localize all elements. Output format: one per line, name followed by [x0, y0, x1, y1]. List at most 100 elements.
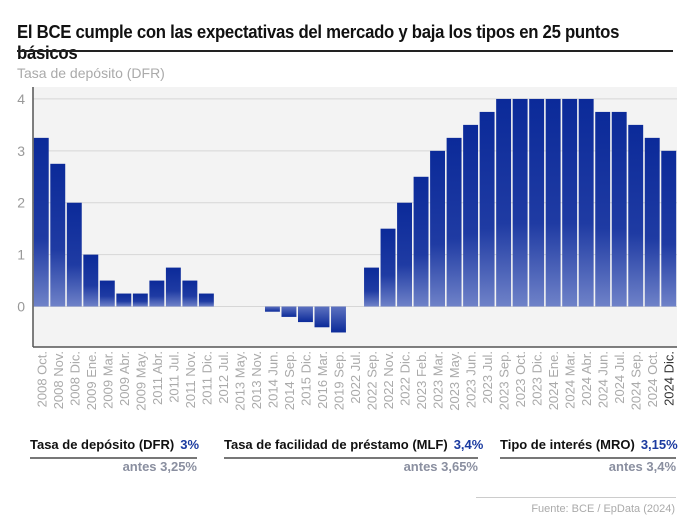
stat-label: Tasa de depósito (DFR) [30, 437, 175, 452]
y-axis-label: Tasa de depósito (DFR) [17, 65, 165, 81]
stat-before: antes 3,4% [608, 459, 676, 474]
x-tick-label: 2009 Ene. [84, 351, 99, 410]
x-tick-label: 2012 Jul. [216, 351, 231, 404]
stat-before: antes 3,65% [403, 459, 478, 474]
stat-mro: Tipo de interés (MRO) 3,15% [500, 437, 678, 452]
x-tick-label: 2009 Mar. [100, 351, 115, 409]
x-tick-label: 2024 Dic. [662, 351, 677, 406]
x-tick-label: 2024 Sep. [629, 351, 644, 410]
stat-mlf: Tasa de facilidad de préstamo (MLF) 3,4% [224, 437, 483, 452]
bar [578, 98, 594, 307]
x-tick-label: 2024 Jun. [596, 351, 611, 408]
stat-dfr: Tasa de depósito (DFR) 3% [30, 437, 199, 452]
bar [595, 111, 611, 307]
x-tick-label: 2016 Mar. [315, 351, 330, 409]
x-tick-label: 2011 Dic. [199, 351, 214, 405]
x-tick-label: 2022 Jul. [348, 351, 363, 404]
x-tick-label: 2022 Sep. [365, 351, 380, 410]
y-tick-label: 3 [17, 143, 25, 159]
stat-label: Tasa de facilidad de préstamo (MLF) [224, 437, 448, 452]
stat-divider [500, 457, 676, 459]
bar [116, 293, 132, 307]
stat-value: 3,4% [453, 437, 484, 452]
x-tick-label: 2024 Jul. [612, 351, 627, 404]
x-tick-label: 2014 Sep. [282, 351, 297, 410]
bar [298, 306, 313, 323]
x-tick-label: 2011 Abr. [150, 351, 165, 405]
bar [611, 111, 627, 307]
y-tick-label: 0 [17, 299, 25, 315]
source-divider [476, 497, 676, 498]
x-tick-label: 2008 Oct. [34, 351, 49, 407]
bar [149, 280, 165, 307]
stat-label: Tipo de interés (MRO) [500, 437, 635, 452]
bar [496, 98, 512, 307]
bar [83, 254, 99, 307]
bar [430, 150, 446, 307]
y-tick-label: 2 [17, 195, 25, 211]
stat-divider [30, 457, 197, 459]
bar [397, 202, 412, 307]
x-tick-label: 2022 Nov. [381, 351, 396, 409]
x-tick-label: 2008 Dic. [67, 351, 82, 406]
bar [529, 98, 545, 307]
bar [182, 280, 198, 307]
bar [66, 202, 82, 307]
bar [479, 111, 495, 307]
bar [264, 306, 280, 312]
x-tick-label: 2023 Sep. [497, 351, 512, 410]
bar [50, 163, 66, 307]
x-tick-label: 2013 Nov. [249, 351, 264, 409]
bar [446, 137, 462, 307]
x-tick-label: 2014 Jun. [265, 351, 280, 408]
bar [165, 267, 181, 307]
x-tick-label: 2023 Mar. [431, 351, 446, 409]
x-tick-label: 2009 May. [133, 351, 148, 411]
x-tick-label: 2015 Dic. [298, 351, 313, 406]
bar [380, 228, 396, 307]
bar [314, 306, 330, 328]
x-tick-label: 2023 Feb. [414, 351, 429, 410]
x-tick-label: 2023 Jun. [464, 351, 479, 408]
x-tick-label: 2023 Dic. [530, 351, 545, 406]
bar [661, 150, 677, 307]
x-tick-label: 2023 May. [447, 351, 462, 411]
y-tick-label: 1 [17, 247, 25, 263]
x-tick-label: 2011 Nov. [183, 351, 198, 408]
bar [644, 137, 660, 307]
x-tick-label: 2022 Dic. [398, 351, 413, 406]
x-tick-label: 2023 Oct. [513, 351, 528, 407]
stat-divider [224, 457, 478, 459]
bar [364, 267, 379, 307]
bar [628, 124, 644, 307]
bar [331, 306, 346, 333]
bar [463, 124, 479, 307]
bar [198, 293, 214, 307]
x-tick-label: 2024 Ene. [546, 351, 561, 410]
x-tick-label: 2011 Jul. [166, 351, 181, 403]
source-text: Fuente: BCE / EpData (2024) [531, 503, 675, 515]
x-tick-label: 2008 Nov. [51, 351, 66, 409]
x-tick-label: 2013 May. [232, 351, 247, 411]
x-tick-label: 2024 Oct. [645, 351, 660, 407]
bar [132, 293, 148, 307]
x-tick-label: 2009 Abr. [117, 351, 132, 406]
x-tick-label: 2023 Jul. [480, 351, 495, 404]
bar [413, 176, 429, 307]
bar [281, 306, 297, 317]
y-tick-label: 4 [17, 91, 25, 107]
bar [33, 137, 49, 307]
chart-title: El BCE cumple con las expectativas del m… [17, 22, 620, 63]
x-tick-label: 2019 Sep. [331, 351, 346, 410]
stat-value: 3% [180, 437, 200, 452]
bar-chart: 0 1 2 3 4 2008 Oct. 2008 Nov. 2008 Dic. 2009 Ene… [17, 87, 677, 411]
bar [562, 98, 578, 307]
x-tick-label: 2024 Mar. [563, 351, 578, 409]
bar [512, 98, 528, 307]
title-divider [17, 50, 673, 52]
bar [545, 98, 561, 307]
stat-value: 3,15% [640, 437, 678, 452]
x-tick-label: 2024 Abr. [579, 351, 594, 406]
bar [99, 280, 115, 307]
stat-before: antes 3,25% [122, 459, 197, 474]
